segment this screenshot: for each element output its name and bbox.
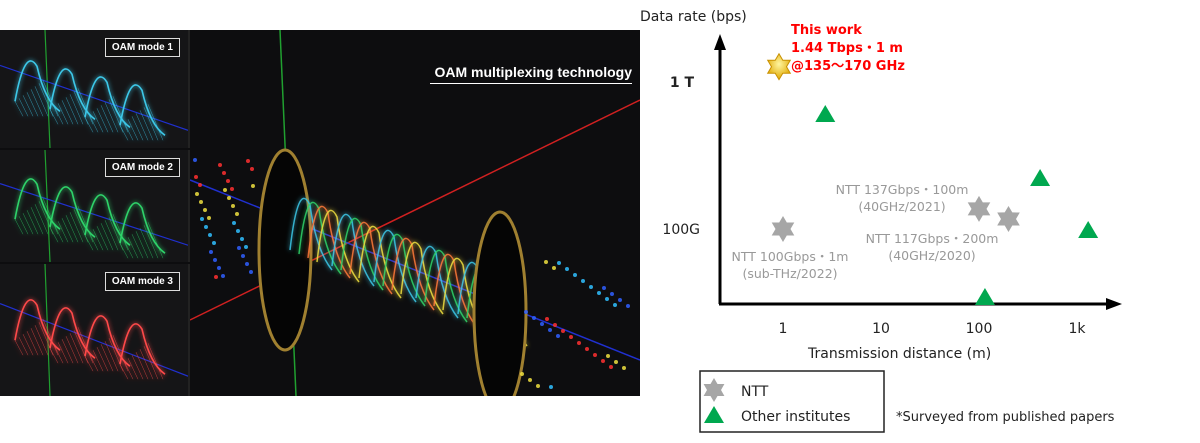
ntt-point-label: NTT 100Gbps・1m (732, 249, 849, 264)
x-tick-label: 10 (872, 321, 890, 337)
legend-label-ntt: NTT (741, 384, 769, 400)
this-work-star-marker (766, 52, 792, 81)
footnote: *Surveyed from published papers (896, 410, 1115, 425)
this-work-line: @135〜170 GHz (791, 59, 905, 74)
oam-mode-2-label: OAM mode 2 (104, 158, 180, 177)
ntt-star-marker (771, 216, 795, 242)
ntt-point-label: (40GHz/2020) (888, 248, 975, 263)
x-tick-label: 100 (966, 321, 993, 337)
x-axis-label: Transmission distance (m) (807, 346, 991, 362)
oam-mode-3-panel: OAM mode 3 (0, 263, 190, 396)
data-rate-chart: Data rate (bps) 1 10 100 1k 100G 1 T Transmis… (640, 0, 1200, 439)
other-institute-triangle-marker (1078, 221, 1099, 238)
ntt-star-marker (967, 195, 991, 222)
oam-mode-1-panel: OAM mode 1 (0, 30, 190, 149)
y-tick-label: 100G (662, 222, 700, 238)
y-axis-arrow (714, 34, 726, 50)
x-axis-arrow (1106, 298, 1122, 310)
oam-mode-2-panel: OAM mode 2 (0, 149, 190, 263)
ntt-point-label: (40GHz/2021) (858, 199, 945, 214)
ntt-point-label: NTT 117Gbps・200m (866, 231, 999, 246)
illustration-title: OAM multiplexing technology (430, 64, 632, 84)
ntt-point-label: NTT 137Gbps・100m (836, 182, 969, 197)
this-work-line: This work (791, 23, 862, 38)
other-institute-triangle-marker (1030, 168, 1051, 186)
this-work-annotation: This work 1.44 Tbps・1 m @135〜170 GHz (791, 23, 905, 74)
y-axis-label: Data rate (bps) (640, 9, 747, 25)
ntt-star-marker (997, 206, 1020, 232)
x-tick-label: 1k (1068, 321, 1086, 337)
legend-label-other: Other institutes (741, 409, 850, 425)
y-tick-label: 1 T (670, 75, 695, 91)
x-tick-label: 1 (779, 321, 788, 337)
other-institute-triangle-marker (974, 288, 995, 306)
legend-triangle-icon (704, 406, 724, 423)
legend-ntt-star-icon (703, 378, 725, 402)
ntt-point-label: (sub-THz/2022) (742, 266, 837, 281)
oam-background-art (189, 30, 640, 396)
other-institute-triangle-marker (815, 105, 836, 123)
oam-illustration: OAM mode 1 OAM mode 2 OAM mode 3 OAM mul… (0, 30, 640, 396)
oam-mode-1-label: OAM mode 1 (104, 38, 180, 57)
oam-mode-3-label: OAM mode 3 (104, 272, 180, 291)
this-work-line: 1.44 Tbps・1 m (791, 41, 903, 56)
legend: NTT Other institutes (699, 370, 885, 433)
